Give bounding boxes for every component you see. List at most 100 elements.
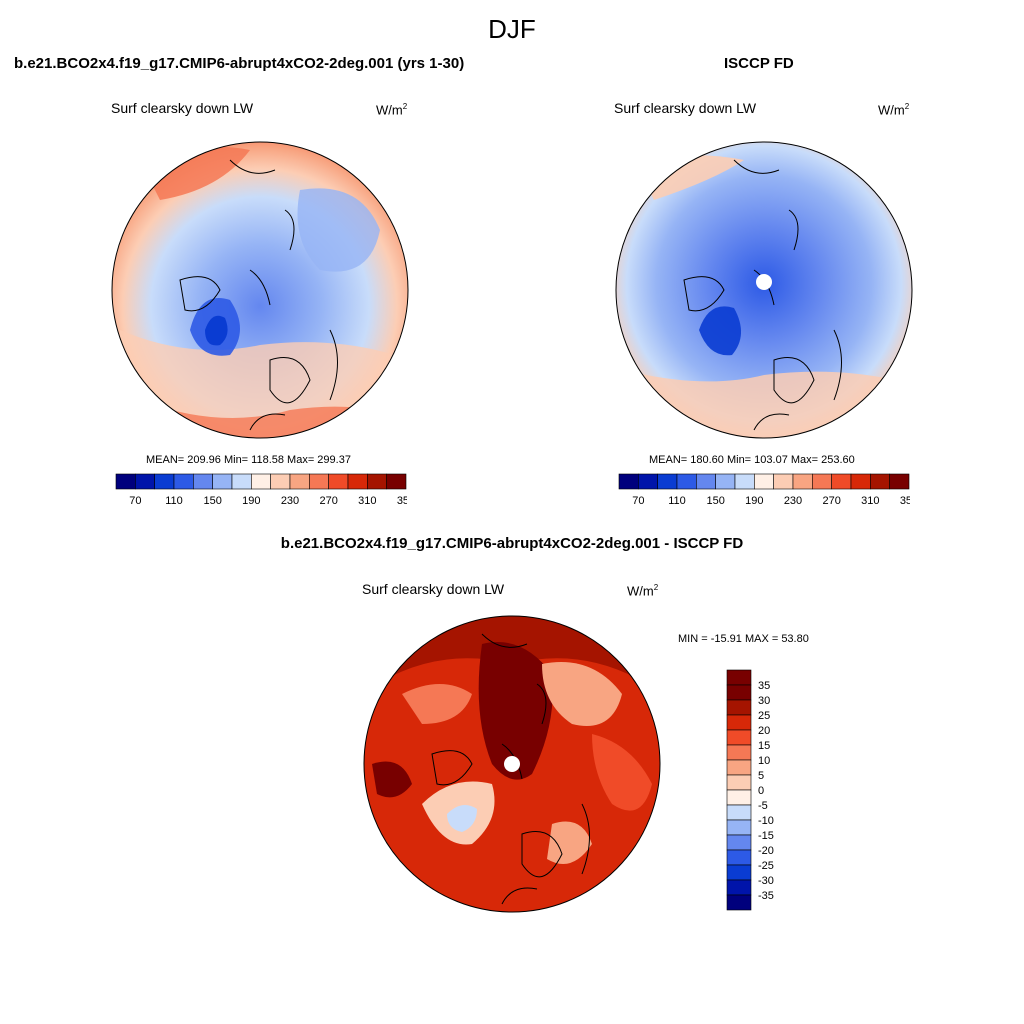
- model-colorbar-swatch: [289, 473, 310, 490]
- diff-polar-map: [363, 615, 661, 913]
- diff-colorbar-swatch: [726, 729, 752, 746]
- obs-colorbar-tick: 70: [632, 495, 644, 507]
- diff-colorbar-tick: -15: [758, 830, 774, 842]
- obs-colorbar-tick: 270: [822, 495, 840, 507]
- diff-colorbar-tick: -35: [758, 890, 774, 902]
- model-colorbar-tick: 310: [358, 495, 376, 507]
- diff-colorbar-swatch: [726, 684, 752, 701]
- obs-colorbar-swatch: [812, 473, 832, 490]
- figure-title: DJF: [488, 14, 536, 44]
- model-colorbar-swatch: [270, 473, 291, 490]
- diff-units-exp: 2: [653, 583, 659, 592]
- obs-colorbar: 70 110 150 190 230 270 310 350: [618, 473, 910, 507]
- diff-colorbar-swatch: [726, 834, 752, 851]
- model-colorbar-swatch: [231, 473, 252, 490]
- diff-colorbar-tick: 15: [758, 740, 770, 752]
- diff-colorbar-swatch: [726, 819, 752, 836]
- diff-colorbar-tick: 0: [758, 785, 764, 797]
- model-colorbar-swatch: [251, 473, 271, 490]
- model-colorbar-swatch: [367, 473, 387, 490]
- model-colorbar-swatch: [212, 473, 233, 490]
- obs-variable-label: Surf clearsky down LW: [614, 100, 757, 116]
- diff-colorbar-swatch: [726, 864, 752, 881]
- obs-colorbar-swatch: [831, 473, 852, 490]
- obs-colorbar-tick: 150: [706, 495, 724, 507]
- model-units: W/m2: [376, 102, 407, 117]
- model-colorbar-swatch: [347, 473, 368, 490]
- model-units-exp: 2: [402, 102, 408, 111]
- diff-colorbar-tick: -25: [758, 860, 774, 872]
- obs-colorbar-swatch: [792, 473, 813, 490]
- diff-colorbar-swatch: [726, 669, 752, 686]
- diff-colorbar-swatch: [726, 714, 752, 731]
- missing-data-pole: [756, 274, 772, 290]
- diff-variable-label: Surf clearsky down LW: [362, 581, 505, 597]
- obs-colorbar-tick: 230: [784, 495, 802, 507]
- model-colorbar-tick: 70: [129, 495, 141, 507]
- diff-colorbar-swatch: [726, 879, 752, 896]
- obs-colorbar-swatch: [773, 473, 794, 490]
- diff-colorbar-tick: -10: [758, 815, 774, 827]
- model-panel-title: b.e21.BCO2x4.f19_g17.CMIP6-abrupt4xCO2-2…: [14, 55, 465, 72]
- model-colorbar-swatch: [173, 473, 194, 490]
- diff-colorbar-swatch: [726, 789, 752, 806]
- model-colorbar-tick: 190: [242, 495, 260, 507]
- obs-colorbar-swatch: [734, 473, 755, 490]
- model-polar-map: [111, 141, 409, 439]
- obs-colorbar-swatch: [657, 473, 678, 490]
- diff-colorbar-tick: -5: [758, 800, 768, 812]
- model-colorbar-swatch: [328, 473, 349, 490]
- model-variable-label: Surf clearsky down LW: [111, 100, 254, 116]
- diff-colorbar-swatch: [726, 804, 752, 821]
- model-colorbar-tick: 270: [319, 495, 337, 507]
- diff-units-base: W/m: [627, 583, 654, 599]
- model-colorbar-tick: 350: [397, 495, 407, 507]
- diff-colorbar: 35 30 25 20 15 10 5 0 -5 -10 -15 -20 -25 -30 -35: [726, 669, 774, 911]
- obs-colorbar-tick: 110: [668, 495, 686, 507]
- diff-colorbar-swatch: [726, 759, 752, 776]
- diff-colorbar-tick: 20: [758, 725, 770, 737]
- model-colorbar-tick: 150: [203, 495, 221, 507]
- diff-colorbar-tick: 30: [758, 695, 770, 707]
- diff-stats: MIN = -15.91 MAX = 53.80: [678, 633, 809, 645]
- obs-units-base: W/m: [878, 102, 905, 118]
- obs-colorbar-swatch: [850, 473, 871, 490]
- model-colorbar-swatch: [386, 473, 407, 490]
- model-stats: MEAN= 209.96 Min= 118.58 Max= 299.37: [146, 454, 351, 466]
- model-colorbar-swatch: [135, 473, 155, 490]
- obs-colorbar-tick: 350: [900, 495, 910, 507]
- obs-colorbar-swatch: [889, 473, 910, 490]
- obs-colorbar-tick: 190: [745, 495, 763, 507]
- obs-colorbar-swatch: [870, 473, 890, 490]
- obs-colorbar-swatch: [754, 473, 774, 490]
- obs-polar-map: [615, 141, 913, 439]
- model-colorbar-swatch: [154, 473, 175, 490]
- diff-panel-title: b.e21.BCO2x4.f19_g17.CMIP6-abrupt4xCO2-2…: [280, 535, 744, 552]
- obs-panel-title: ISCCP FD: [724, 55, 794, 72]
- obs-colorbar-tick: 310: [861, 495, 879, 507]
- diff-colorbar-swatch: [726, 699, 752, 716]
- diff-colorbar-tick: -30: [758, 875, 774, 887]
- diff-colorbar-swatch: [726, 894, 752, 911]
- model-colorbar-swatch: [115, 473, 136, 490]
- missing-data-pole: [504, 756, 520, 772]
- obs-colorbar-swatch: [676, 473, 697, 490]
- diff-colorbar-tick: -20: [758, 845, 774, 857]
- diff-colorbar-tick: 35: [758, 680, 770, 692]
- obs-units: W/m2: [878, 102, 909, 117]
- obs-colorbar-swatch: [696, 473, 716, 490]
- model-colorbar-tick: 230: [281, 495, 299, 507]
- diff-colorbar-swatch: [726, 774, 752, 791]
- model-colorbar: 70 110 150 190 230 270 310 350: [115, 473, 407, 507]
- model-colorbar-tick: 110: [165, 495, 183, 507]
- diff-colorbar-swatch: [726, 849, 752, 866]
- diff-units: W/m2: [627, 583, 658, 598]
- obs-colorbar-swatch: [618, 473, 639, 490]
- model-colorbar-swatch: [309, 473, 329, 490]
- obs-colorbar-swatch: [715, 473, 736, 490]
- model-units-base: W/m: [376, 102, 403, 118]
- obs-units-exp: 2: [904, 102, 910, 111]
- model-colorbar-swatch: [193, 473, 213, 490]
- obs-colorbar-swatch: [638, 473, 658, 490]
- diff-colorbar-swatch: [726, 744, 752, 761]
